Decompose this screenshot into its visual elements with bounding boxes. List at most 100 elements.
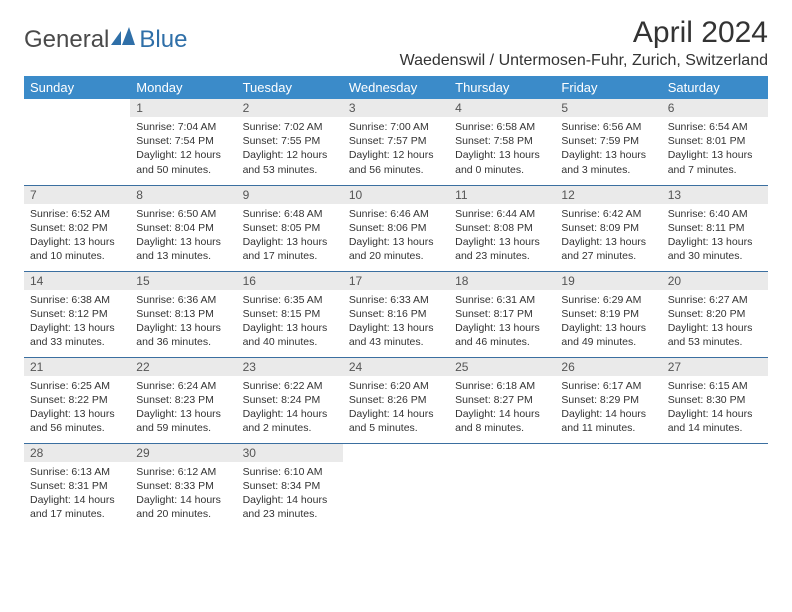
calendar-cell: 15Sunrise: 6:36 AMSunset: 8:13 PMDayligh… [130,271,236,357]
day-details: Sunrise: 6:38 AMSunset: 8:12 PMDaylight:… [24,290,130,354]
calendar-cell: 17Sunrise: 6:33 AMSunset: 8:16 PMDayligh… [343,271,449,357]
weekday-header: Wednesday [343,76,449,99]
calendar-row: 21Sunrise: 6:25 AMSunset: 8:22 PMDayligh… [24,357,768,443]
calendar-row: 7Sunrise: 6:52 AMSunset: 8:02 PMDaylight… [24,185,768,271]
day-number: 6 [662,99,768,117]
day-details: Sunrise: 6:10 AMSunset: 8:34 PMDaylight:… [237,462,343,526]
day-details: Sunrise: 6:20 AMSunset: 8:26 PMDaylight:… [343,376,449,440]
day-details: Sunrise: 6:31 AMSunset: 8:17 PMDaylight:… [449,290,555,354]
day-details: Sunrise: 6:15 AMSunset: 8:30 PMDaylight:… [662,376,768,440]
calendar-cell: 21Sunrise: 6:25 AMSunset: 8:22 PMDayligh… [24,357,130,443]
day-details: Sunrise: 6:40 AMSunset: 8:11 PMDaylight:… [662,204,768,268]
brand-logo: General Blue [24,16,187,54]
calendar-cell: 25Sunrise: 6:18 AMSunset: 8:27 PMDayligh… [449,357,555,443]
calendar-cell: 1Sunrise: 7:04 AMSunset: 7:54 PMDaylight… [130,99,236,185]
day-number: 23 [237,358,343,376]
calendar-cell: 18Sunrise: 6:31 AMSunset: 8:17 PMDayligh… [449,271,555,357]
calendar-cell: 29Sunrise: 6:12 AMSunset: 8:33 PMDayligh… [130,443,236,529]
calendar-cell: 4Sunrise: 6:58 AMSunset: 7:58 PMDaylight… [449,99,555,185]
weekday-header: Thursday [449,76,555,99]
day-details: Sunrise: 7:00 AMSunset: 7:57 PMDaylight:… [343,117,449,181]
day-number: 29 [130,444,236,462]
day-number: 12 [555,186,661,204]
day-number: 11 [449,186,555,204]
day-number: 30 [237,444,343,462]
calendar-cell [449,443,555,529]
day-number: 9 [237,186,343,204]
day-details: Sunrise: 6:24 AMSunset: 8:23 PMDaylight:… [130,376,236,440]
day-details: Sunrise: 6:25 AMSunset: 8:22 PMDaylight:… [24,376,130,440]
day-number: 18 [449,272,555,290]
calendar-cell: 24Sunrise: 6:20 AMSunset: 8:26 PMDayligh… [343,357,449,443]
day-details: Sunrise: 6:48 AMSunset: 8:05 PMDaylight:… [237,204,343,268]
day-number: 3 [343,99,449,117]
calendar-cell: 14Sunrise: 6:38 AMSunset: 8:12 PMDayligh… [24,271,130,357]
calendar-cell: 7Sunrise: 6:52 AMSunset: 8:02 PMDaylight… [24,185,130,271]
day-details: Sunrise: 6:27 AMSunset: 8:20 PMDaylight:… [662,290,768,354]
calendar-row: 1Sunrise: 7:04 AMSunset: 7:54 PMDaylight… [24,99,768,185]
calendar-cell [343,443,449,529]
day-number: 19 [555,272,661,290]
day-number: 28 [24,444,130,462]
day-number: 14 [24,272,130,290]
brand-text-2: Blue [139,26,187,54]
day-details: Sunrise: 6:46 AMSunset: 8:06 PMDaylight:… [343,204,449,268]
day-details: Sunrise: 6:35 AMSunset: 8:15 PMDaylight:… [237,290,343,354]
weekday-header: Monday [130,76,236,99]
header: General Blue April 2024 Waedenswil / Unt… [24,16,768,70]
day-number: 21 [24,358,130,376]
calendar-cell: 8Sunrise: 6:50 AMSunset: 8:04 PMDaylight… [130,185,236,271]
day-number: 17 [343,272,449,290]
day-number: 1 [130,99,236,117]
calendar-cell: 27Sunrise: 6:15 AMSunset: 8:30 PMDayligh… [662,357,768,443]
calendar-cell: 20Sunrise: 6:27 AMSunset: 8:20 PMDayligh… [662,271,768,357]
day-number: 26 [555,358,661,376]
day-details: Sunrise: 6:56 AMSunset: 7:59 PMDaylight:… [555,117,661,181]
calendar-row: 28Sunrise: 6:13 AMSunset: 8:31 PMDayligh… [24,443,768,529]
day-number: 8 [130,186,236,204]
weekday-header: Saturday [662,76,768,99]
calendar-cell: 9Sunrise: 6:48 AMSunset: 8:05 PMDaylight… [237,185,343,271]
calendar-cell: 3Sunrise: 7:00 AMSunset: 7:57 PMDaylight… [343,99,449,185]
day-details: Sunrise: 6:22 AMSunset: 8:24 PMDaylight:… [237,376,343,440]
day-number: 13 [662,186,768,204]
calendar-cell [24,99,130,185]
day-details: Sunrise: 7:04 AMSunset: 7:54 PMDaylight:… [130,117,236,181]
calendar-table: SundayMondayTuesdayWednesdayThursdayFrid… [24,76,768,529]
page-title: April 2024 [400,16,768,50]
day-number: 4 [449,99,555,117]
day-details: Sunrise: 6:33 AMSunset: 8:16 PMDaylight:… [343,290,449,354]
calendar-cell: 2Sunrise: 7:02 AMSunset: 7:55 PMDaylight… [237,99,343,185]
weekday-header-row: SundayMondayTuesdayWednesdayThursdayFrid… [24,76,768,99]
calendar-cell: 22Sunrise: 6:24 AMSunset: 8:23 PMDayligh… [130,357,236,443]
calendar-cell: 12Sunrise: 6:42 AMSunset: 8:09 PMDayligh… [555,185,661,271]
calendar-cell: 16Sunrise: 6:35 AMSunset: 8:15 PMDayligh… [237,271,343,357]
calendar-cell [662,443,768,529]
day-details: Sunrise: 6:58 AMSunset: 7:58 PMDaylight:… [449,117,555,181]
day-details: Sunrise: 6:12 AMSunset: 8:33 PMDaylight:… [130,462,236,526]
day-number: 7 [24,186,130,204]
day-details: Sunrise: 6:54 AMSunset: 8:01 PMDaylight:… [662,117,768,181]
day-number: 20 [662,272,768,290]
title-block: April 2024 Waedenswil / Untermosen-Fuhr,… [400,16,768,70]
calendar-cell: 10Sunrise: 6:46 AMSunset: 8:06 PMDayligh… [343,185,449,271]
day-number: 2 [237,99,343,117]
flag-icon [111,26,137,54]
calendar-cell: 30Sunrise: 6:10 AMSunset: 8:34 PMDayligh… [237,443,343,529]
location-text: Waedenswil / Untermosen-Fuhr, Zurich, Sw… [400,52,768,70]
day-number: 16 [237,272,343,290]
weekday-header: Friday [555,76,661,99]
day-details: Sunrise: 6:29 AMSunset: 8:19 PMDaylight:… [555,290,661,354]
day-number: 15 [130,272,236,290]
calendar-cell: 13Sunrise: 6:40 AMSunset: 8:11 PMDayligh… [662,185,768,271]
day-details: Sunrise: 7:02 AMSunset: 7:55 PMDaylight:… [237,117,343,181]
calendar-cell: 6Sunrise: 6:54 AMSunset: 8:01 PMDaylight… [662,99,768,185]
day-number: 5 [555,99,661,117]
calendar-cell: 11Sunrise: 6:44 AMSunset: 8:08 PMDayligh… [449,185,555,271]
day-number: 25 [449,358,555,376]
day-number: 22 [130,358,236,376]
day-details: Sunrise: 6:50 AMSunset: 8:04 PMDaylight:… [130,204,236,268]
calendar-cell: 26Sunrise: 6:17 AMSunset: 8:29 PMDayligh… [555,357,661,443]
day-number: 24 [343,358,449,376]
day-details: Sunrise: 6:44 AMSunset: 8:08 PMDaylight:… [449,204,555,268]
